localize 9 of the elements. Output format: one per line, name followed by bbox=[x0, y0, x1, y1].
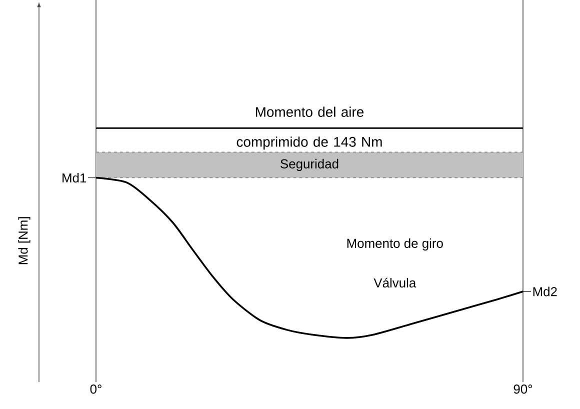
annotation: Md1 bbox=[62, 173, 86, 183]
text: Momento del aire comprimido de 143 Nm bbox=[236, 106, 382, 150]
x-tick-label: 90° bbox=[514, 384, 532, 394]
annotation: Válvula bbox=[374, 278, 416, 288]
annotation: Md2 bbox=[533, 286, 557, 296]
annotation: Momento de giro bbox=[347, 238, 443, 251]
y-axis-title: Md [Nm] bbox=[18, 217, 30, 264]
band-label: Seguridad bbox=[280, 158, 338, 172]
x-tick-label: 0° bbox=[90, 384, 102, 394]
